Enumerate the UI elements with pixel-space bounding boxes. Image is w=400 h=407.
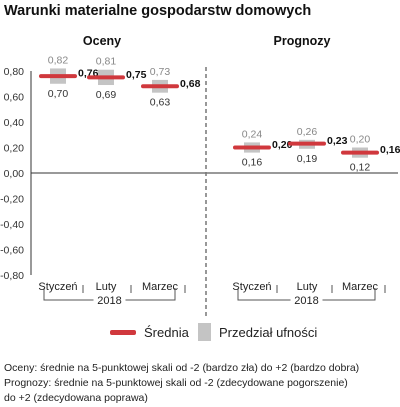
- note-line: Oceny: średnie na 5-punktowej skali od -…: [4, 362, 360, 374]
- note-line: do +2 (zdecydowana poprawa): [4, 392, 148, 404]
- low-value-label: 0,16: [242, 157, 263, 169]
- low-value-label: 0,19: [297, 153, 318, 165]
- panel-title: Oceny: [83, 34, 121, 48]
- page-title: Warunki materialne gospodarstw domowych: [4, 3, 312, 19]
- panel-title: Prognozy: [274, 34, 331, 48]
- high-value-label: 0,26: [297, 126, 318, 138]
- low-value-label: 0,63: [150, 97, 171, 109]
- mean-value-label: 0,20: [272, 139, 293, 151]
- x-category-label: Marzec: [342, 281, 379, 293]
- y-tick-label: 0,40: [4, 117, 25, 129]
- y-tick-label: 0,80: [4, 66, 25, 78]
- x-category-label: Marzec: [142, 281, 179, 293]
- legend-interval-swatch: [198, 323, 211, 341]
- mean-value-label: 0,75: [126, 69, 147, 81]
- legend-mean-swatch: [110, 329, 136, 335]
- high-value-label: 0,24: [242, 128, 263, 140]
- x-category-label: Luty: [96, 281, 117, 293]
- legend-entry-interval: Przedział ufności: [198, 322, 317, 342]
- x-category-label: Styczeń: [38, 281, 77, 293]
- x-category-label: Styczeń: [232, 281, 271, 293]
- y-tick-label: -0,20: [0, 194, 24, 206]
- high-value-label: 0,81: [96, 56, 117, 68]
- year-bracket: [237, 288, 376, 301]
- high-value-label: 0,73: [150, 66, 171, 78]
- chart: 0,80 0,60 0,40 0,20 0,00 -0,20 -0,40 -0,60 -0,80…: [0, 34, 400, 316]
- x-category-label: Luty: [297, 281, 318, 293]
- legend-mean-label: Średnia: [144, 324, 189, 340]
- low-value-label: 0,12: [350, 162, 371, 174]
- y-tick-label: -0,40: [0, 219, 24, 231]
- year-label: 2018: [97, 295, 121, 307]
- y-tick-label: -0,60: [0, 245, 24, 257]
- mean-value-label: 0,68: [180, 78, 201, 90]
- legend-entry-mean: Średnia: [110, 322, 189, 342]
- note-line: Prognozy: średnie na 5-punktowej skali o…: [4, 377, 348, 389]
- y-tick-label: 0,20: [4, 143, 25, 155]
- mean-value-label: 0,16: [380, 144, 400, 156]
- low-value-label: 0,70: [48, 88, 69, 100]
- low-value-label: 0,69: [96, 89, 117, 101]
- year-bracket: [43, 288, 176, 301]
- y-tick-label: 0,60: [4, 92, 25, 104]
- high-value-label: 0,20: [350, 134, 371, 146]
- mean-value-label: 0,23: [327, 135, 348, 147]
- legend-interval-label: Przedział ufności: [219, 324, 318, 340]
- year-label: 2018: [294, 295, 318, 307]
- y-tick-label: -0,80: [0, 270, 24, 282]
- chart-notes: Oceny: średnie na 5-punktowej skali od -…: [4, 361, 396, 406]
- high-value-label: 0,82: [48, 54, 69, 66]
- y-tick-label: 0,00: [4, 168, 25, 180]
